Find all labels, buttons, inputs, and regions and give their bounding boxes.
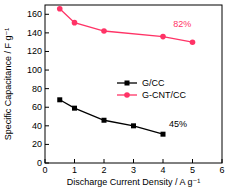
annotation: 45% bbox=[169, 119, 187, 129]
x-tick-label: 5 bbox=[190, 165, 195, 175]
point bbox=[102, 118, 107, 123]
data-group bbox=[57, 6, 195, 137]
y-tick-label: 60 bbox=[32, 102, 42, 112]
y-tick-label: 100 bbox=[27, 65, 42, 75]
y-tick bbox=[45, 14, 49, 15]
y-tick-label: 120 bbox=[27, 46, 42, 56]
point bbox=[57, 6, 63, 12]
x-tick-label: 4 bbox=[160, 165, 165, 175]
legend-marker bbox=[125, 81, 130, 86]
x-tick bbox=[45, 159, 46, 163]
y-axis-title: Specific Capacitance / F g⁻¹ bbox=[3, 28, 13, 140]
x-tick bbox=[222, 159, 223, 163]
point bbox=[160, 34, 166, 40]
x-tick-label: 6 bbox=[219, 165, 224, 175]
y-tick bbox=[45, 144, 49, 145]
y-tick-label: 20 bbox=[32, 139, 42, 149]
x-tick-label: 2 bbox=[101, 165, 106, 175]
y-tick bbox=[45, 70, 49, 71]
point bbox=[190, 39, 196, 45]
legend-label: G/CC bbox=[142, 78, 165, 88]
point bbox=[161, 132, 166, 137]
plot-frame bbox=[45, 5, 222, 163]
series-line bbox=[60, 9, 193, 42]
x-tick bbox=[163, 159, 164, 163]
y-tick-label: 40 bbox=[32, 121, 42, 131]
x-tick bbox=[192, 159, 193, 163]
y-tick bbox=[45, 51, 49, 52]
legend-label: G-CNT/CC bbox=[142, 90, 186, 100]
y-tick bbox=[45, 32, 49, 33]
x-tick bbox=[133, 159, 134, 163]
x-tick-label: 3 bbox=[131, 165, 136, 175]
point bbox=[72, 106, 77, 111]
legend: G/CC G-CNT/CC bbox=[117, 78, 186, 100]
x-tick-label: 1 bbox=[72, 165, 77, 175]
x-tick bbox=[74, 159, 75, 163]
x-axis-title: Discharge Current Density / A g⁻¹ bbox=[67, 177, 200, 187]
y-tick bbox=[45, 88, 49, 89]
y-tick bbox=[45, 163, 49, 164]
y-tick-label: 160 bbox=[27, 9, 42, 19]
y-tick-label: 80 bbox=[32, 84, 42, 94]
point bbox=[72, 20, 78, 26]
y-tick-label: 140 bbox=[27, 28, 42, 38]
point bbox=[101, 28, 107, 34]
annotation: 82% bbox=[173, 19, 191, 29]
point bbox=[57, 97, 62, 102]
legend-marker bbox=[124, 92, 130, 98]
x-tick bbox=[104, 159, 105, 163]
point bbox=[131, 123, 136, 128]
x-tick-label: 0 bbox=[42, 165, 47, 175]
chart: 0123456020406080100120140160Discharge Cu… bbox=[0, 0, 232, 189]
y-tick-label: 0 bbox=[37, 158, 42, 168]
series-line bbox=[60, 100, 163, 134]
y-tick bbox=[45, 107, 49, 108]
y-tick bbox=[45, 125, 49, 126]
